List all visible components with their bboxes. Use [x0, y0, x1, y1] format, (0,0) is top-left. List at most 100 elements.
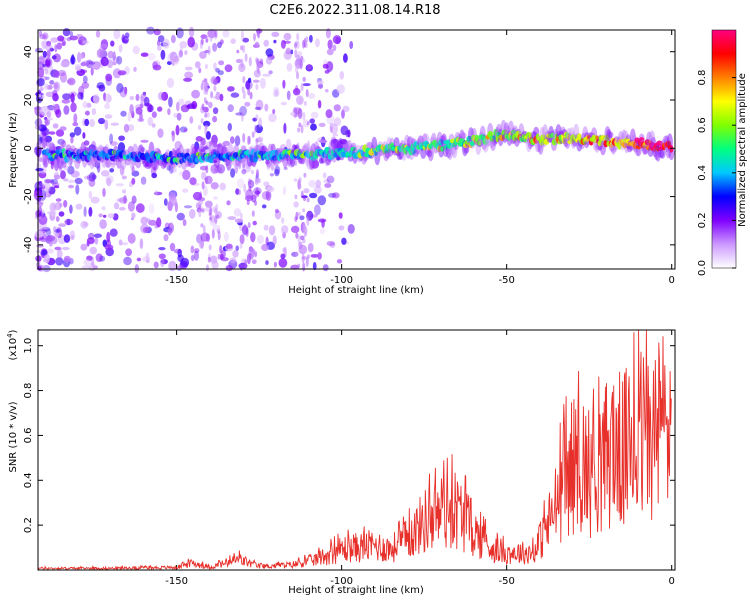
- heatmap-cell: [55, 232, 59, 238]
- heatmap-cell: [326, 48, 334, 56]
- heatmap-cell: [176, 101, 180, 112]
- heatmap-cell: [282, 79, 286, 89]
- heatmap-cell: [268, 225, 276, 236]
- heatmap-cell: [236, 49, 240, 54]
- heatmap-cell: [318, 83, 323, 89]
- heatmap-cell: [44, 68, 49, 75]
- heatmap-cell: [173, 112, 178, 118]
- heatmap-cell: [45, 58, 51, 67]
- heatmap-cell: [202, 225, 206, 234]
- heatmap-cell: [226, 200, 231, 206]
- heatmap-cell: [195, 151, 203, 157]
- heatmap-cell: [325, 109, 333, 119]
- heatmap-cell: [299, 97, 302, 105]
- heatmap-cell: [76, 34, 83, 39]
- heatmap-cell: [300, 82, 304, 92]
- heatmap-cell: [166, 77, 175, 88]
- heatmap-cell: [104, 93, 112, 104]
- heatmap-cell: [96, 48, 104, 59]
- heatmap-cell: [70, 170, 80, 178]
- heatmap-cell: [104, 103, 111, 110]
- heatmap-cell: [82, 132, 86, 139]
- heatmap-cell: [209, 141, 213, 146]
- heatmap-cell: [83, 206, 87, 217]
- heatmap-cell: [265, 151, 270, 158]
- heatmap-cell: [84, 118, 90, 127]
- heatmap-cell: [412, 147, 417, 155]
- heatmap-cell: [242, 159, 246, 169]
- heatmap-cell: [273, 86, 280, 94]
- colorbar-label: Normalized spectral amplitude: [737, 73, 748, 227]
- heatmap-cell: [91, 156, 98, 168]
- heatmap-cell: [229, 257, 237, 264]
- heatmap-cell: [113, 202, 120, 210]
- heatmap-cell: [88, 61, 96, 65]
- heatmap-cell: [46, 234, 55, 242]
- heatmap-cell: [259, 58, 264, 65]
- heatmap-cell: [127, 233, 136, 244]
- heatmap-cell: [209, 206, 213, 216]
- heatmap-cell: [45, 91, 55, 98]
- heatmap-cell: [171, 34, 176, 44]
- heatmap-cell: [205, 38, 209, 43]
- heatmap-cell: [240, 45, 243, 51]
- heatmap-cell: [230, 92, 240, 98]
- heatmap-cell: [233, 208, 242, 217]
- heatmap-cell: [200, 38, 204, 45]
- heatmap-cell: [207, 28, 217, 39]
- heatmap-cell: [61, 160, 66, 165]
- heatmap-cell: [59, 72, 68, 83]
- heatmap-cell: [237, 161, 241, 168]
- heatmap-cell: [231, 159, 238, 166]
- heatmap-cell: [244, 259, 248, 268]
- snr-series-line: [37, 329, 672, 571]
- heatmap-cell: [48, 131, 56, 135]
- heatmap-cell: [294, 43, 298, 49]
- heatmap-cell: [561, 138, 568, 144]
- heatmap-cell: [305, 36, 309, 43]
- heatmap-cell: [309, 34, 313, 43]
- heatmap-cell: [94, 236, 99, 245]
- heatmap-cell: [45, 179, 55, 184]
- heatmap-cell: [256, 58, 260, 64]
- heatmap-cell: [268, 113, 277, 123]
- heatmap-cell: [194, 141, 200, 151]
- heatmap-cell: [257, 136, 264, 143]
- heatmap-cell: [254, 200, 257, 206]
- heatmap-cell: [297, 127, 301, 133]
- heatmap-cell: [92, 93, 100, 105]
- heatmap-cell: [149, 158, 154, 164]
- heatmap-cell: [322, 264, 329, 272]
- heatmap-cell: [201, 103, 205, 111]
- heatmap-cell: [120, 242, 129, 246]
- heatmap-cell: [220, 39, 224, 45]
- heatmap-cell: [102, 146, 109, 155]
- heatmap-cell: [123, 256, 132, 266]
- heatmap-cell: [69, 155, 73, 166]
- heatmap-cell: [234, 163, 239, 174]
- heatmap-cell: [157, 91, 165, 101]
- heatmap-cell: [280, 253, 286, 259]
- heatmap-cell: [63, 234, 71, 243]
- heatmap-cell: [293, 178, 298, 182]
- heatmap-cell: [217, 163, 221, 173]
- heatmap-cell: [85, 59, 94, 69]
- heatmap-cell: [172, 54, 180, 65]
- heatmap-cell: [210, 164, 219, 174]
- heatmap-cell: [420, 148, 427, 159]
- heatmap-cell: [205, 176, 208, 185]
- heatmap-cell: [251, 259, 257, 265]
- heatmap-cell: [116, 55, 123, 65]
- heatmap-cell: [324, 183, 332, 188]
- heatmap-cell: [172, 150, 177, 156]
- heatmap-cell: [205, 100, 209, 105]
- heatmap-cell: [81, 265, 91, 270]
- snr-x-tick-label: -100: [330, 576, 353, 587]
- heatmap-cell: [222, 157, 227, 162]
- heatmap-cell: [191, 89, 201, 99]
- heatmap-cell: [44, 57, 53, 68]
- heatmap-cell: [127, 201, 135, 212]
- heatmap-cell: [204, 63, 208, 70]
- snr-x-tick-label: -50: [499, 576, 515, 587]
- heatmap-cell: [244, 53, 248, 62]
